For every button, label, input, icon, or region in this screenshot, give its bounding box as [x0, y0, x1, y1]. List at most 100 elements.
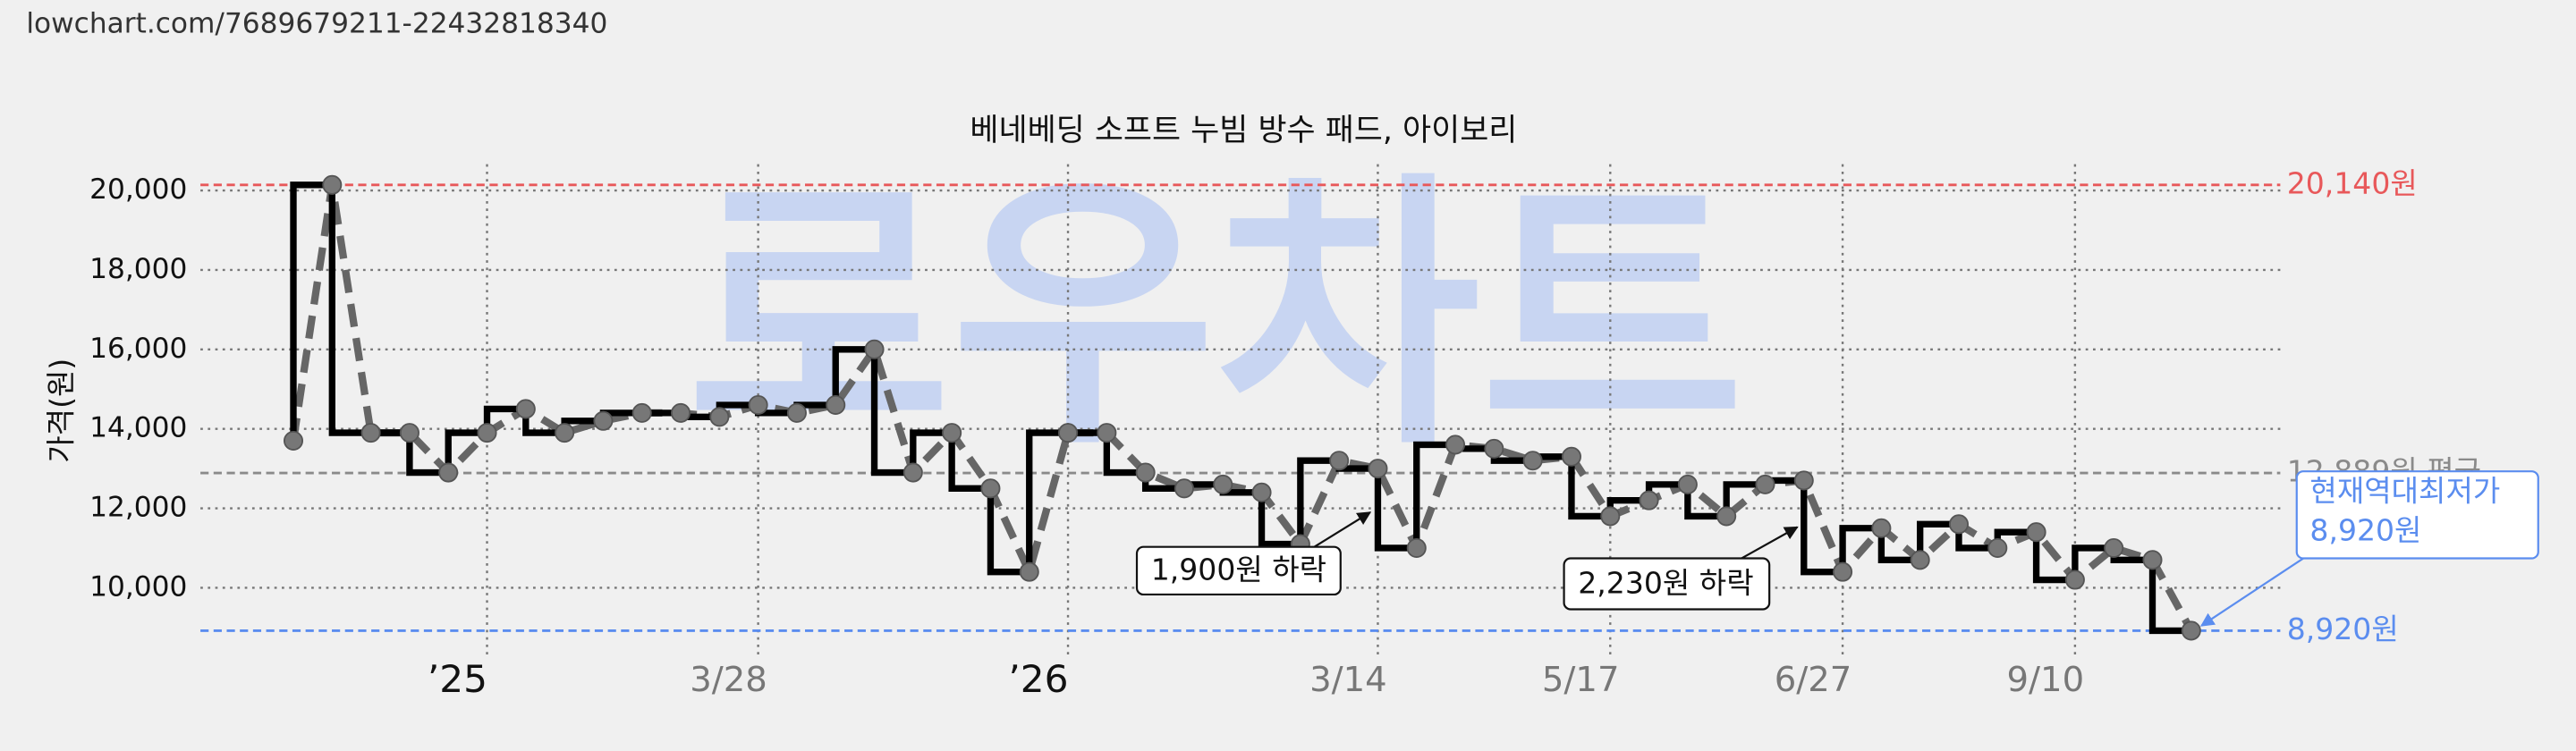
x-tick-label: ’26	[1008, 657, 1068, 701]
annotation-box	[1135, 545, 1342, 596]
point	[1987, 537, 2008, 559]
point	[1561, 446, 1581, 467]
watermark: 로우차트	[687, 148, 1745, 483]
step-segment	[987, 488, 1030, 576]
point	[1174, 478, 1194, 499]
point	[1406, 537, 1427, 559]
y-tick-label: 16,000	[89, 333, 187, 365]
point	[2181, 620, 2201, 641]
chart-title: 베네베딩 소프트 누빔 방수 패드, 아이보리	[970, 113, 1517, 148]
y-tick-label: 18,000	[89, 253, 187, 285]
step-segment	[1917, 520, 1959, 561]
point	[477, 423, 497, 443]
point	[322, 174, 343, 195]
point	[671, 402, 691, 423]
point	[1213, 474, 1233, 494]
point	[2142, 550, 2163, 570]
reference-label: 20,140원	[2287, 165, 2418, 200]
point	[2104, 537, 2124, 559]
point	[1755, 474, 1775, 494]
step-segment	[445, 429, 487, 473]
point	[1135, 462, 1156, 483]
step-segment	[1801, 480, 1843, 576]
annotation-text: 1,900원 하락	[1151, 553, 1326, 587]
point	[438, 462, 459, 483]
step-segment	[1839, 525, 1882, 572]
x-tick-label: 3/28	[690, 660, 767, 700]
url: lowchart.com/7689679211-22432818340	[26, 8, 607, 40]
point	[360, 423, 381, 443]
point	[283, 430, 304, 451]
point	[1948, 514, 1970, 535]
step-segment	[1877, 527, 1920, 563]
point	[1833, 561, 1853, 582]
point	[1251, 482, 1272, 502]
y-tick-label: 12,000	[89, 492, 187, 524]
point	[1097, 423, 1117, 443]
annotation-text: 2,230원 하락	[1578, 565, 1753, 600]
annotation-arrow	[1313, 511, 1372, 548]
step-segment	[1258, 492, 1301, 548]
x-tick-label: 6/27	[1775, 660, 1852, 700]
annotation-box	[1563, 557, 1771, 611]
point	[748, 394, 768, 416]
point	[555, 423, 575, 443]
reference-label: 8,920원	[2287, 612, 2399, 646]
step-segment	[2072, 544, 2114, 580]
point	[1368, 459, 1388, 479]
point	[1019, 561, 1039, 582]
annotation-text: 8,920원	[2309, 513, 2421, 548]
step-segment	[2032, 532, 2075, 584]
x-tick-label: ’25	[428, 657, 487, 701]
step-segment	[290, 181, 333, 441]
point	[902, 462, 923, 483]
annotation-arrow	[1741, 526, 1799, 560]
point	[786, 402, 807, 423]
point	[826, 394, 846, 416]
step-segment	[870, 349, 913, 477]
step-segment	[910, 429, 953, 473]
step-segment	[1568, 456, 1611, 520]
point	[593, 410, 614, 431]
point	[631, 402, 652, 423]
annotation-arrow	[2199, 557, 2304, 627]
point	[1445, 435, 1466, 455]
x-tick-label: 9/10	[2007, 660, 2085, 700]
point	[709, 407, 730, 427]
point	[1058, 423, 1079, 443]
annotations: 1,900원 하락 2,230원 하락 현재역대최저가 8,920원	[1135, 470, 2539, 627]
step-segment	[948, 433, 991, 492]
annotation-box	[2295, 470, 2539, 560]
step-segment	[1723, 481, 1766, 517]
annotation-text: 현재역대최저가	[2309, 474, 2500, 509]
point	[1793, 470, 1814, 491]
step-segment	[1374, 468, 1417, 552]
point	[1639, 490, 1659, 511]
point	[864, 339, 885, 359]
point	[980, 478, 1001, 499]
y-axis-label: 가격(원)	[43, 359, 78, 463]
series	[283, 174, 2201, 641]
point	[1871, 518, 1892, 538]
step-segment	[328, 184, 371, 436]
point	[2026, 522, 2046, 543]
point	[515, 399, 536, 419]
step-segment	[1413, 441, 1456, 548]
step-segment	[1297, 457, 1340, 544]
point	[942, 423, 962, 443]
point	[1910, 550, 1930, 570]
point	[1522, 451, 1543, 471]
x-tick-label: 3/14	[1309, 660, 1387, 700]
step-segment	[1026, 429, 1069, 572]
x-tick-label: 5/17	[1542, 660, 1620, 700]
point	[1600, 506, 1621, 527]
step-segment	[1684, 484, 1727, 520]
y-tick-label: 20,000	[89, 173, 187, 206]
step-segment	[832, 346, 875, 405]
y-tick-label: 10,000	[89, 570, 187, 603]
point	[1716, 506, 1737, 527]
point	[1484, 438, 1504, 459]
point	[399, 423, 419, 443]
